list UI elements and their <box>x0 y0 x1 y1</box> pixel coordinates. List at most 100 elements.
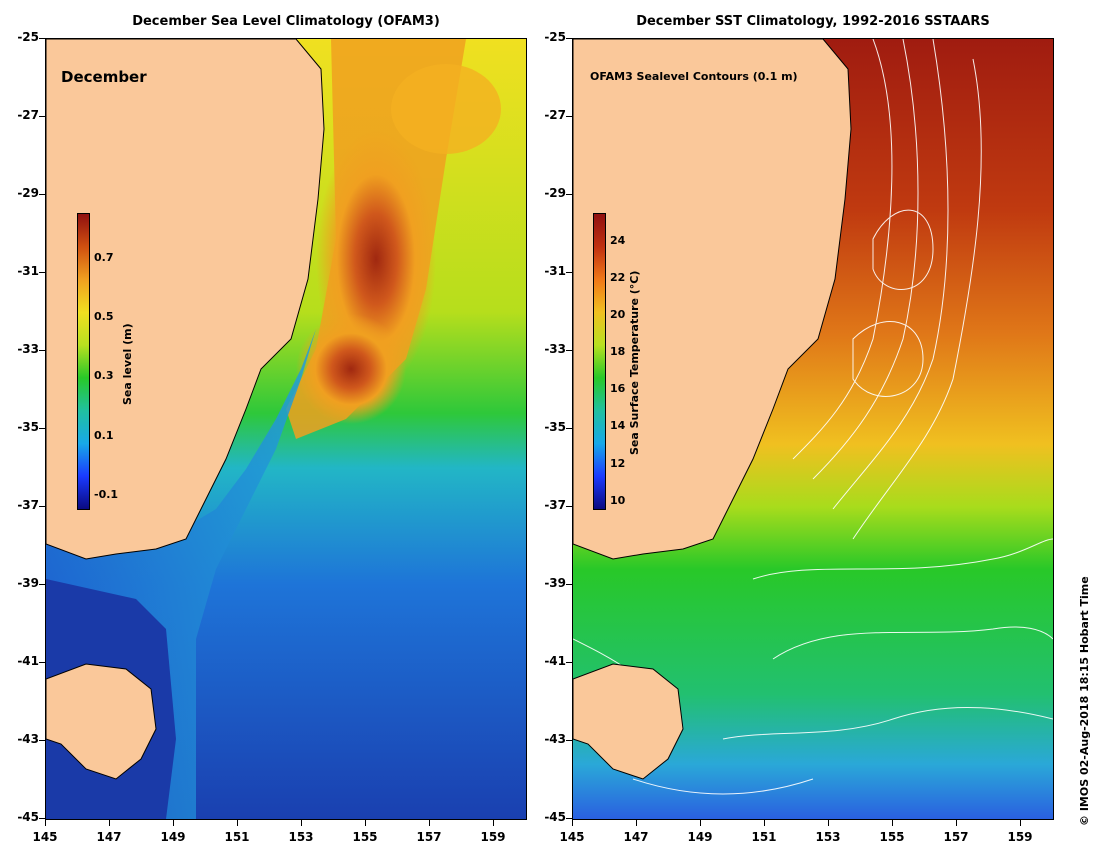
sst-colorbar-tick: 14 <box>610 419 626 433</box>
sea-level-lat-label: -27 <box>17 108 39 122</box>
sea-level-lon-tick <box>173 820 174 826</box>
eddy-northeast <box>391 64 501 154</box>
mainland-australia <box>46 39 325 560</box>
sst-lon-tick <box>700 820 701 826</box>
sst-lon-label: 151 <box>751 830 777 844</box>
sst-lon-tick <box>764 820 765 826</box>
sea-level-lon-tick <box>45 820 46 826</box>
sea-level-colorbar-tick: 0.5 <box>94 309 114 323</box>
sea-level-colorbar-tick: 0.7 <box>94 250 114 264</box>
sea-level-lat-label: -37 <box>17 498 39 512</box>
warm-core-eddy-south <box>296 314 406 424</box>
sea-level-contours <box>573 39 1053 795</box>
sst-lon-label: 155 <box>879 830 905 844</box>
sst-lon-tick <box>828 820 829 826</box>
sea-level-lat-label: -29 <box>17 186 39 200</box>
sea-level-colorbar <box>77 213 90 510</box>
sea-level-panel-title: December Sea Level Climatology (OFAM3) <box>132 14 440 29</box>
sst-lon-label: 149 <box>687 830 713 844</box>
sea-level-lat-label: -45 <box>17 810 39 824</box>
contour-label: OFAM3 Sealevel Contours (0.1 m) <box>590 70 798 83</box>
sea-level-lat-label: -33 <box>17 342 39 356</box>
sea-level-lat-tick <box>39 116 45 117</box>
sst-lon-tick <box>636 820 637 826</box>
sea-level-colorbar-tick: 0.1 <box>94 428 114 442</box>
sst-colorbar-tick: 24 <box>610 233 626 247</box>
sst-lat-tick <box>566 740 572 741</box>
month-label: December <box>61 68 147 86</box>
sst-lat-label: -41 <box>544 654 566 668</box>
sea-level-lat-tick <box>39 38 45 39</box>
sst-lon-label: 147 <box>623 830 649 844</box>
sst-lat-label: -43 <box>544 732 566 746</box>
sea-level-lat-label: -25 <box>17 30 39 44</box>
sst-lat-tick <box>566 818 572 819</box>
sst-lat-label: -29 <box>544 186 566 200</box>
sea-level-lat-tick <box>39 428 45 429</box>
sea-level-lon-tick <box>493 820 494 826</box>
sst-lat-label: -45 <box>544 810 566 824</box>
sst-lat-label: -35 <box>544 420 566 434</box>
sst-lon-tick <box>956 820 957 826</box>
sea-level-lat-label: -31 <box>17 264 39 278</box>
sst-lat-label: -27 <box>544 108 566 122</box>
sea-level-colorbar-tick: 0.3 <box>94 369 114 383</box>
sst-lon-label: 145 <box>559 830 585 844</box>
sst-lon-tick <box>1020 820 1021 826</box>
sst-lat-label: -33 <box>544 342 566 356</box>
sst-lat-tick <box>566 506 572 507</box>
sst-lon-label: 157 <box>943 830 969 844</box>
sst-lat-tick <box>566 38 572 39</box>
sst-colorbar-tick: 18 <box>610 345 626 359</box>
sea-level-lat-tick <box>39 662 45 663</box>
sst-lat-label: -31 <box>544 264 566 278</box>
sea-level-lat-label: -39 <box>17 576 39 590</box>
sea-level-lat-tick <box>39 272 45 273</box>
sea-level-lon-label: 159 <box>480 830 506 844</box>
sea-level-lat-tick <box>39 740 45 741</box>
sea-level-lon-tick <box>301 820 302 826</box>
sea-level-lon-tick <box>237 820 238 826</box>
sea-level-colorbar-tick: -0.1 <box>94 488 119 502</box>
sea-level-lon-label: 155 <box>352 830 378 844</box>
credit-text: © IMOS 02-Aug-2018 18:15 Hobart Time <box>1078 576 1091 826</box>
sst-colorbar <box>593 213 606 510</box>
sst-lat-tick <box>566 584 572 585</box>
sst-lat-tick <box>566 428 572 429</box>
sea-level-lon-label: 153 <box>288 830 314 844</box>
sst-lon-tick <box>572 820 573 826</box>
sst-colorbar-tick: 22 <box>610 270 626 284</box>
sst-colorbar-title: Sea Surface Temperature (°C) <box>628 270 641 455</box>
sst-lon-label: 153 <box>815 830 841 844</box>
sea-level-lon-label: 147 <box>96 830 122 844</box>
sst-lat-label: -37 <box>544 498 566 512</box>
sea-level-lon-tick <box>109 820 110 826</box>
sst-lon-tick <box>892 820 893 826</box>
tasmania <box>46 663 157 780</box>
sst-lat-tick <box>566 662 572 663</box>
sst-lat-tick <box>566 350 572 351</box>
sea-level-lon-label: 145 <box>32 830 58 844</box>
sst-lat-label: -25 <box>544 30 566 44</box>
sst-lat-label: -39 <box>544 576 566 590</box>
sea-level-lon-label: 149 <box>160 830 186 844</box>
mainland-australia-sst <box>573 39 852 560</box>
tasmania-sst <box>573 663 684 780</box>
sea-level-lat-label: -41 <box>17 654 39 668</box>
sst-colorbar-tick: 20 <box>610 308 626 322</box>
sst-lon-label: 159 <box>1007 830 1033 844</box>
sea-level-colorbar-title: Sea level (m) <box>121 323 134 405</box>
sst-colorbar-tick: 16 <box>610 382 626 396</box>
sst-colorbar-tick: 12 <box>610 456 626 470</box>
sea-level-lon-tick <box>429 820 430 826</box>
sst-colorbar-tick: 10 <box>610 493 626 507</box>
sea-level-lon-tick <box>365 820 366 826</box>
sea-level-lat-tick <box>39 584 45 585</box>
sst-lat-tick <box>566 116 572 117</box>
sea-level-map <box>45 38 527 820</box>
sst-panel-title: December SST Climatology, 1992-2016 SSTA… <box>636 14 990 29</box>
sea-level-lat-tick <box>39 350 45 351</box>
sea-level-lat-label: -35 <box>17 420 39 434</box>
sst-lat-tick <box>566 272 572 273</box>
sst-lat-tick <box>566 194 572 195</box>
